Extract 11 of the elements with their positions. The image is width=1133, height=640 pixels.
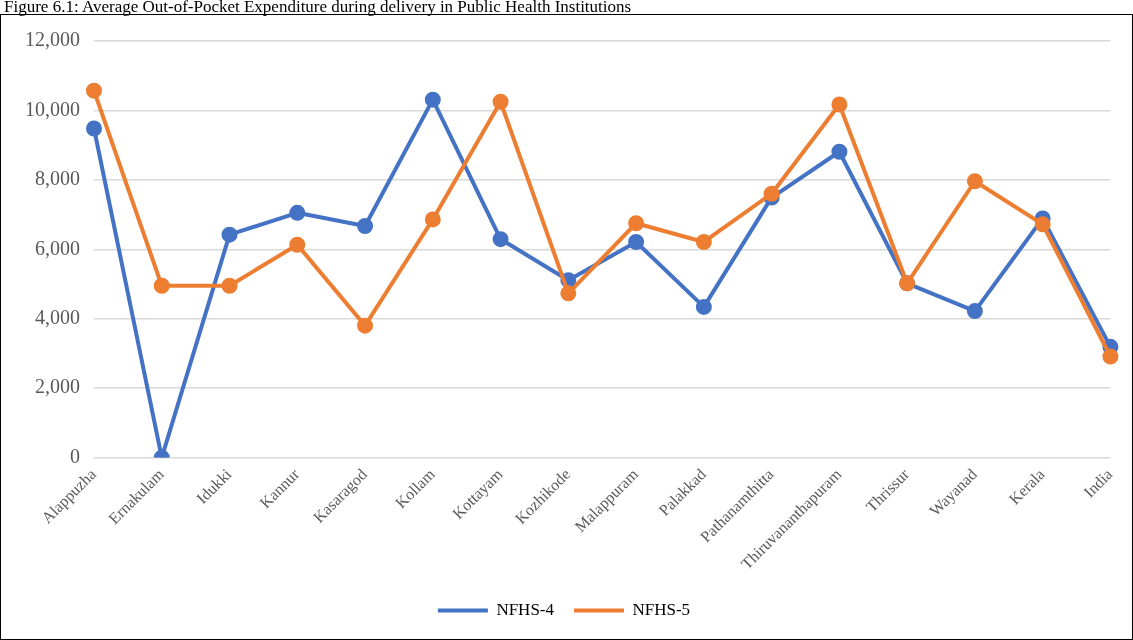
chart-title: Figure 6.1: Average Out-of-Pocket Expenditure during delivery in Public Health Institutions xyxy=(3,0,633,16)
y-tick-label: 0 xyxy=(70,444,80,467)
y-tick-label: 6,000 xyxy=(35,236,80,259)
y-tick-label: 4,000 xyxy=(35,305,80,328)
y-tick-label: 12,000 xyxy=(25,28,80,51)
legend-label: NFHS-5 xyxy=(632,599,691,619)
y-tick-label: 10,000 xyxy=(25,97,80,120)
legend-label: NFHS-4 xyxy=(496,599,555,619)
y-tick-label: 8,000 xyxy=(35,167,80,190)
x-tick-label: India xyxy=(1080,465,1116,501)
y-tick-label: 2,000 xyxy=(35,375,80,398)
